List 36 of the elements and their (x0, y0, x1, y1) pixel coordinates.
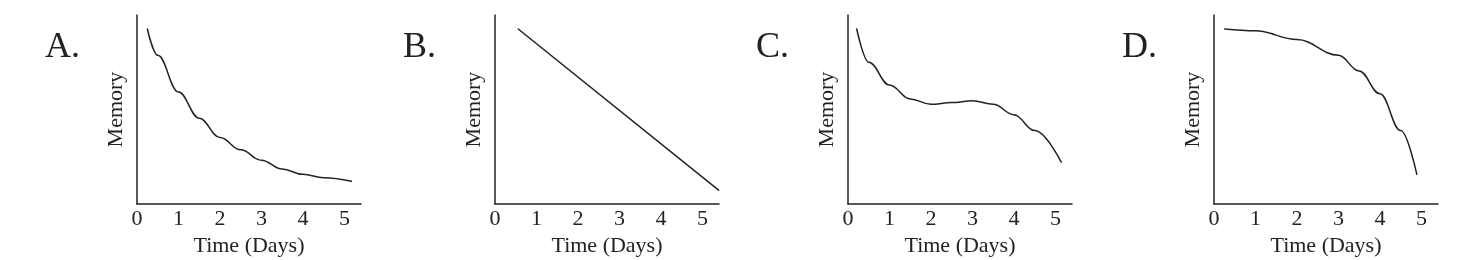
x-axis-title: Time (Days) (193, 231, 305, 257)
x-tick-label: 3 (966, 204, 978, 230)
x-tick-label: 1 (530, 204, 542, 230)
chart-title: D. (1122, 25, 1157, 65)
x-tick-label: 2 (572, 204, 584, 230)
y-axis-title: Memory (101, 71, 127, 148)
x-tick-label: 0 (1208, 204, 1220, 230)
x-tick-label: 2 (1291, 204, 1303, 230)
x-tick-label: 0 (131, 204, 143, 230)
x-tick-label: 3 (613, 204, 625, 230)
chart-title: A. (45, 25, 80, 65)
chart-title: B. (403, 25, 437, 65)
x-tick-label: 4 (297, 204, 309, 230)
x-axis-title: Time (Days) (1270, 231, 1382, 257)
x-tick-label: 4 (1374, 204, 1386, 230)
x-tick-label: 2 (925, 204, 937, 230)
x-tick-label: 4 (1008, 204, 1020, 230)
y-axis-title: Memory (812, 71, 838, 148)
x-tick-label: 1 (883, 204, 895, 230)
y-axis-title: Memory (459, 71, 485, 148)
x-tick-label: 0 (489, 204, 501, 230)
x-tick-label: 0 (842, 204, 854, 230)
x-tick-label: 5 (338, 204, 350, 230)
x-tick-label: 5 (1415, 204, 1427, 230)
x-tick-label: 3 (1332, 204, 1344, 230)
x-tick-label: 2 (214, 204, 226, 230)
x-tick-label: 4 (655, 204, 667, 230)
x-tick-label: 1 (1249, 204, 1261, 230)
x-tick-label: 3 (255, 204, 267, 230)
x-tick-label: 1 (172, 204, 184, 230)
x-tick-label: 5 (696, 204, 708, 230)
x-axis-title: Time (Days) (551, 231, 663, 257)
x-axis-title: Time (Days) (904, 231, 1016, 257)
y-axis-title: Memory (1178, 71, 1204, 148)
x-tick-label: 5 (1049, 204, 1061, 230)
chart-title: C. (756, 25, 790, 65)
